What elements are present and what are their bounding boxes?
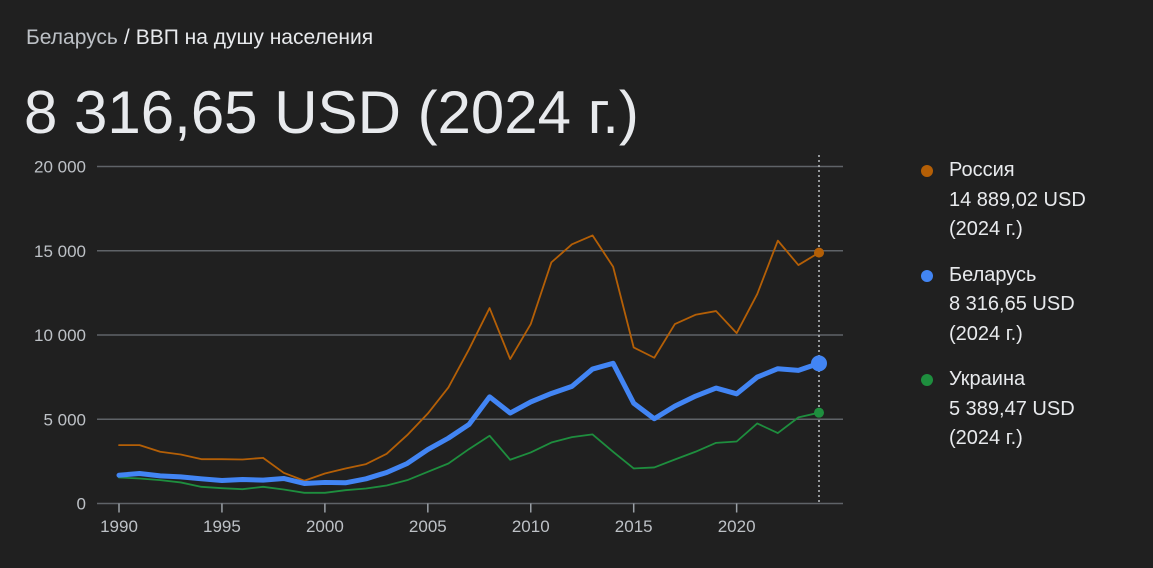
y-tick-label: 0 bbox=[77, 495, 86, 514]
breadcrumb-current: ВВП на душу населения bbox=[135, 26, 374, 49]
x-tick-label: 2010 bbox=[512, 517, 550, 536]
series-line-0 bbox=[118, 234, 820, 482]
legend-item-russia[interactable]: Россия 14 889,02 USD (2024 г.) bbox=[921, 156, 1086, 245]
x-tick-label: 2000 bbox=[306, 517, 344, 536]
x-tick-label: 1995 bbox=[203, 517, 241, 536]
breadcrumb-separator: / bbox=[123, 26, 130, 49]
x-tick-label: 2005 bbox=[409, 517, 447, 536]
y-tick-label: 5 000 bbox=[43, 410, 86, 429]
legend-item-ukraine[interactable]: Украина 5 389,47 USD (2024 г.) bbox=[921, 365, 1086, 454]
headline-value: 8 316,65 USD (2024 г.) bbox=[24, 79, 639, 146]
series-endpoint-0 bbox=[814, 247, 824, 258]
legend-year: (2024 г.) bbox=[949, 322, 1023, 345]
legend-year: (2024 г.) bbox=[949, 218, 1023, 240]
legend-dot-icon bbox=[921, 374, 933, 386]
y-tick-label: 10 000 bbox=[34, 326, 86, 345]
series-endpoint-2 bbox=[814, 407, 824, 418]
series-line-2 bbox=[118, 411, 820, 494]
series-endpoint-1 bbox=[811, 355, 827, 372]
legend-dot-icon bbox=[921, 269, 933, 282]
x-tick-label: 2020 bbox=[718, 517, 756, 536]
legend-dot-icon bbox=[921, 165, 933, 177]
legend-value: 8 316,65 USD bbox=[949, 293, 1075, 315]
legend-name: Беларусь bbox=[949, 263, 1037, 286]
series-line-1 bbox=[116, 360, 822, 486]
breadcrumb: Беларусь / ВВП на душу населения bbox=[26, 26, 373, 50]
legend-year: (2024 г.) bbox=[949, 427, 1023, 449]
legend-value: 14 889,02 USD bbox=[949, 188, 1086, 211]
y-tick-label: 15 000 bbox=[34, 242, 86, 261]
y-tick-label: 20 000 bbox=[34, 158, 86, 177]
breadcrumb-parent-link[interactable]: Беларусь bbox=[26, 26, 118, 49]
legend-item-belarus[interactable]: Беларусь 8 316,65 USD (2024 г.) bbox=[921, 261, 1086, 350]
legend-name: Россия bbox=[949, 159, 1015, 181]
legend-name: Украина bbox=[949, 368, 1026, 390]
legend-value: 5 389,47 USD bbox=[949, 397, 1075, 420]
legend: Россия 14 889,02 USD (2024 г.) Беларусь … bbox=[921, 156, 1086, 470]
x-tick-label: 2015 bbox=[615, 517, 653, 536]
x-tick-label: 1990 bbox=[100, 517, 138, 536]
